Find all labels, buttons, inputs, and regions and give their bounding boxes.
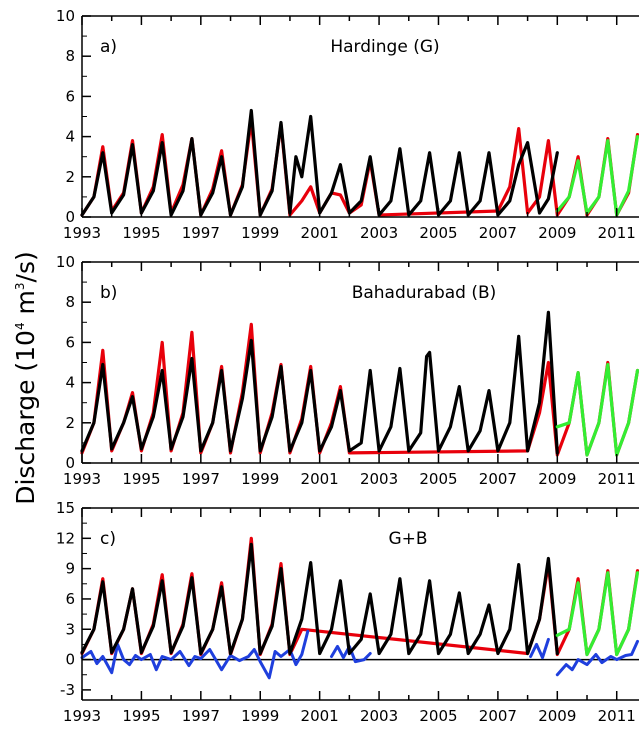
panel-c-axes: -3 0 3 6 9 12 15 1993 1995 1997 1999 2001 2003 2005 20…: [56, 499, 639, 725]
panel-c: -3 0 3 6 9 12 15 1993 1995 1997 1999 2001 2003 2005 20…: [56, 499, 639, 725]
panel-a-y-tick-label: 6: [65, 87, 75, 105]
panel-a-title: Hardinge (G): [330, 37, 439, 57]
panel-c-x-tick-label: 2003: [360, 707, 398, 725]
panel-a-series-black-1: [80, 108, 559, 217]
panel-b-x-tick-label: 1995: [122, 470, 160, 488]
panel-b-x-tick-label: 2009: [538, 470, 576, 488]
panel-a-x-tick-label: 2003: [360, 224, 398, 242]
panel-c-x-tick-label: 1999: [241, 707, 279, 725]
panel-b-y-tick-label: 8: [65, 293, 75, 311]
panel-c-x-tick-label: 1997: [182, 707, 220, 725]
panel-a-x-tick-label: 2005: [419, 224, 457, 242]
panel-c-y-tick-label: 0: [65, 651, 75, 669]
panel-b-y-tick-label: 4: [65, 374, 75, 392]
panel-b-y-tick-label: 2: [65, 414, 75, 432]
y-axis-label: Discharge (104 m3/s): [11, 251, 40, 505]
y-axis-label-post: /s): [11, 251, 40, 282]
panel-c-y-tick-label: 12: [56, 529, 75, 547]
panel-b-x-tick-label: 2005: [419, 470, 457, 488]
panel-a-x-tick-label: 2007: [479, 224, 517, 242]
y-axis-label-pre: Discharge (10: [11, 330, 40, 505]
panel-a-tag: a): [100, 37, 117, 57]
panel-b-title: Bahadurabad (B): [352, 283, 497, 303]
panel-c-x-tick-label: 2011: [598, 707, 636, 725]
panel-c-plot: [80, 536, 639, 680]
panel-c-y-tick-label: 6: [65, 590, 75, 608]
panel-c-title: G+B: [388, 529, 427, 549]
panel-a: 0 2 4 6 8 10 1993 1995 1997 1999 2001 2003 2005 2007 2…: [56, 7, 639, 242]
panel-b-x-tick-label: 2001: [301, 470, 339, 488]
panel-a-axes: 0 2 4 6 8 10 1993 1995 1997 1999 2001 2003 2005 2007 2…: [56, 7, 639, 242]
panel-b-tag: b): [100, 283, 117, 303]
panel-c-y-tick-label: -3: [60, 681, 75, 699]
panel-a-x-tick-label: 2011: [598, 224, 636, 242]
panel-b-axes: 0 2 4 6 8 10 1993 1995 1997 1999 2001 2003 2005 2007 2…: [56, 253, 639, 488]
panel-a-x-tick-label: 1993: [63, 224, 101, 242]
panel-b-y-tick-label: 0: [65, 454, 75, 472]
panel-c-x-tick-label: 1993: [63, 707, 101, 725]
panel-b-x-tick-label: 2007: [479, 470, 517, 488]
y-axis-label-mid: m: [11, 290, 40, 322]
panel-b-series-black-1: [80, 310, 559, 455]
panel-a-x-tick-label: 2009: [538, 224, 576, 242]
panel-a-y-tick-label: 10: [56, 7, 75, 25]
panel-c-x-tick-label: 1995: [122, 707, 160, 725]
panel-c-y-tick-label: 15: [56, 499, 75, 517]
panel-b-plot: [80, 310, 639, 457]
panel-c-y-tick-label: 9: [65, 560, 75, 578]
panel-a-y-tick-label: 2: [65, 168, 75, 186]
panel-b-x-tick-label: 1997: [182, 470, 220, 488]
panel-b-x-tick-label: 2003: [360, 470, 398, 488]
panel-a-y-tick-label: 8: [65, 47, 75, 65]
panel-b-x-tick-label: 1993: [63, 470, 101, 488]
panel-c-y-tick-label: 3: [65, 620, 75, 638]
panel-c-x-tick-label: 2001: [301, 707, 339, 725]
panel-c-x-tick-label: 2009: [538, 707, 576, 725]
panel-a-x-tick-label: 1995: [122, 224, 160, 242]
panel-a-x-tick-label: 1997: [182, 224, 220, 242]
panel-c-x-tick-label: 2005: [419, 707, 457, 725]
panel-b-y-tick-label: 10: [56, 253, 75, 271]
panel-a-y-tick-label: 0: [65, 208, 75, 226]
panel-c-series-blue-3: [80, 629, 310, 680]
y-axis-label-exponent: 4: [13, 322, 27, 330]
panel-a-series-green-2: [555, 135, 639, 217]
panel-c-tag: c): [100, 529, 116, 549]
panel-c-x-tick-label: 2007: [479, 707, 517, 725]
panel-c-series-blue-5: [529, 637, 550, 660]
panel-b: 0 2 4 6 8 10 1993 1995 1997 1999 2001 2003 2005 2007 2…: [56, 253, 639, 488]
panel-a-x-tick-label: 2001: [301, 224, 339, 242]
panel-a-x-tick-label: 1999: [241, 224, 279, 242]
panel-b-series-green-2: [555, 362, 639, 457]
panel-b-x-tick-label: 1999: [241, 470, 279, 488]
panel-b-x-tick-label: 2011: [598, 470, 636, 488]
panel-c-series-blue-6: [555, 639, 639, 677]
y-axis-label-exponent-2: 3: [13, 282, 27, 290]
panel-b-y-tick-label: 6: [65, 333, 75, 351]
panel-a-plot: [80, 108, 639, 217]
panel-c-series-black-1: [80, 542, 559, 656]
panel-c-series-green-2: [555, 571, 639, 657]
panel-a-y-tick-label: 4: [65, 128, 75, 146]
